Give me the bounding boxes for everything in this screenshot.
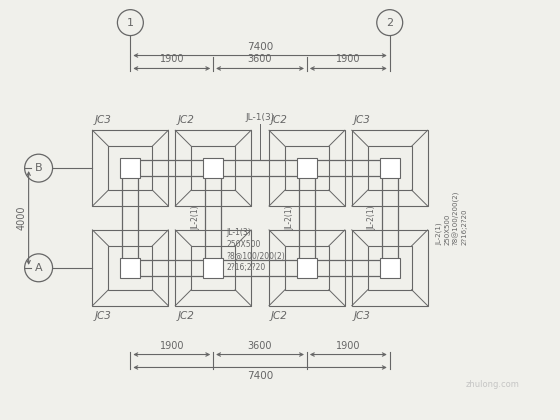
Text: 1900: 1900 <box>336 341 361 351</box>
Bar <box>352 130 428 206</box>
Text: B: B <box>35 163 43 173</box>
Bar <box>175 130 251 206</box>
Text: JL-2(1): JL-2(1) <box>368 206 377 230</box>
Bar <box>297 258 317 278</box>
Bar <box>297 158 317 178</box>
Bar <box>203 258 223 278</box>
Bar <box>109 246 152 290</box>
Text: JL-1(3)
250X500
?8@100/200(2)
2?16;2?20: JL-1(3) 250X500 ?8@100/200(2) 2?16;2?20 <box>226 228 285 272</box>
Bar <box>368 146 412 190</box>
Text: JL-2(1): JL-2(1) <box>285 206 294 230</box>
Bar <box>120 258 141 278</box>
Bar <box>203 158 223 178</box>
Bar <box>191 146 235 190</box>
Bar <box>92 130 168 206</box>
Text: JC3: JC3 <box>354 115 371 125</box>
Text: JC3: JC3 <box>95 115 111 125</box>
Bar <box>175 230 251 306</box>
Bar <box>380 158 400 178</box>
Text: JC3: JC3 <box>354 311 371 320</box>
Bar <box>92 230 168 306</box>
Bar <box>191 246 235 290</box>
Bar <box>285 246 329 290</box>
Text: 7400: 7400 <box>247 42 273 52</box>
Bar <box>368 246 412 290</box>
Text: JC2: JC2 <box>178 115 194 125</box>
Text: JC3: JC3 <box>95 311 111 320</box>
Text: zhulong.com: zhulong.com <box>465 381 520 389</box>
Bar <box>380 258 400 278</box>
Text: JC2: JC2 <box>178 311 194 320</box>
Text: 1900: 1900 <box>160 55 184 65</box>
Bar <box>109 146 152 190</box>
Text: 2: 2 <box>386 18 393 28</box>
Text: 1900: 1900 <box>336 55 361 65</box>
Bar <box>120 158 141 178</box>
Text: JL-2(1)
250X500
?8@100/200(2)
2?16;2?20: JL-2(1) 250X500 ?8@100/200(2) 2?16;2?20 <box>436 191 468 245</box>
Text: 1900: 1900 <box>160 341 184 351</box>
Text: 4000: 4000 <box>17 206 27 230</box>
Text: 3600: 3600 <box>248 341 272 351</box>
Bar <box>269 130 345 206</box>
Text: JC2: JC2 <box>271 115 288 125</box>
Text: 3600: 3600 <box>248 55 272 65</box>
Bar <box>285 146 329 190</box>
Bar <box>269 230 345 306</box>
Text: A: A <box>35 263 43 273</box>
Text: JL-1(3): JL-1(3) <box>245 113 274 122</box>
Text: 1: 1 <box>127 18 134 28</box>
Text: JC2: JC2 <box>271 311 288 320</box>
Bar <box>352 230 428 306</box>
Text: JL-2(1): JL-2(1) <box>191 206 200 230</box>
Text: 7400: 7400 <box>247 371 273 381</box>
